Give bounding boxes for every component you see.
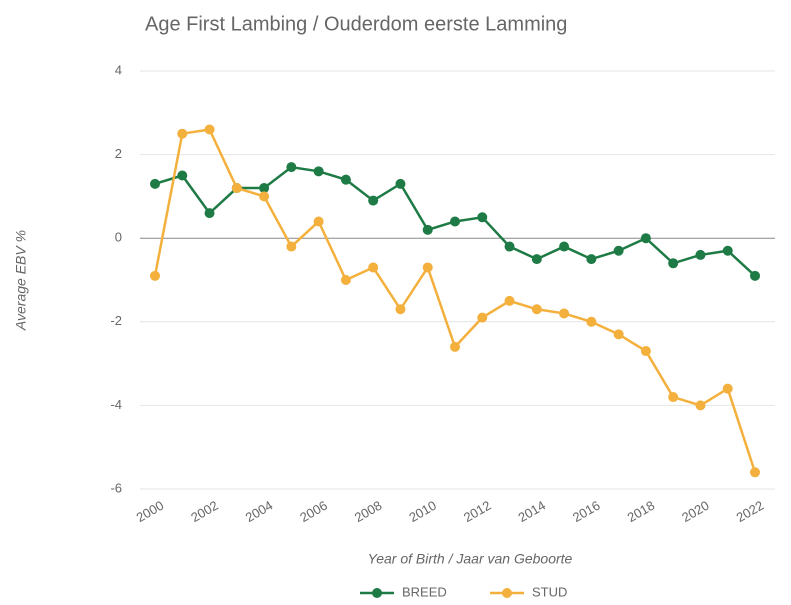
- data-point: [231, 183, 242, 194]
- data-point: [150, 270, 160, 281]
- data-point: [313, 166, 324, 177]
- x-axis-title: Year of Birth / Jaar van Geboorte: [368, 551, 573, 567]
- data-point: [640, 346, 651, 357]
- data-point: [340, 174, 351, 185]
- data-point: [450, 216, 460, 227]
- y-tick-label: -4: [110, 397, 122, 412]
- data-point: [313, 216, 324, 227]
- data-point: [586, 254, 597, 265]
- x-tick-label: 2010: [406, 498, 439, 525]
- data-point: [695, 249, 706, 260]
- y-tick-label: -2: [110, 313, 122, 328]
- y-axis-title: Average EBV %: [13, 230, 29, 331]
- y-tick-label: -6: [110, 480, 122, 495]
- data-point: [668, 258, 679, 269]
- x-tick-label: 2004: [243, 498, 276, 525]
- data-point: [259, 191, 270, 202]
- x-tick-label: 2006: [297, 498, 330, 525]
- data-point: [504, 295, 515, 306]
- data-point: [640, 233, 651, 244]
- chart-title: Age First Lambing / Ouderdom eerste Lamm…: [145, 13, 567, 35]
- data-point: [750, 467, 760, 478]
- x-tick-label: 2008: [352, 498, 385, 525]
- data-point: [422, 262, 433, 273]
- legend-label: STUD: [532, 584, 567, 599]
- data-point: [531, 304, 542, 315]
- data-point: [695, 400, 706, 411]
- data-point: [204, 208, 215, 219]
- data-point: [750, 270, 760, 281]
- legend-label: BREED: [402, 584, 447, 599]
- x-tick-label: 2016: [570, 498, 603, 525]
- data-point: [477, 312, 488, 323]
- data-point: [177, 128, 188, 139]
- data-point: [150, 178, 160, 189]
- y-tick-label: 2: [115, 146, 122, 161]
- x-tick-label: 2000: [134, 498, 167, 525]
- data-point: [477, 212, 488, 223]
- data-point: [450, 341, 460, 352]
- data-point: [204, 124, 215, 135]
- data-point: [368, 195, 379, 206]
- data-point: [395, 178, 406, 189]
- x-tick-label: 2022: [734, 498, 767, 525]
- x-tick-label: 2002: [188, 498, 221, 525]
- data-point: [722, 245, 733, 256]
- data-point: [395, 304, 406, 315]
- legend-dot: [372, 588, 382, 598]
- x-tick-label: 2020: [679, 498, 712, 525]
- data-point: [177, 170, 188, 181]
- data-point: [368, 262, 379, 273]
- x-tick-label: 2012: [461, 498, 494, 525]
- data-point: [559, 241, 570, 252]
- x-tick-label: 2014: [515, 498, 548, 525]
- data-point: [722, 383, 733, 394]
- data-point: [586, 316, 597, 327]
- data-point: [286, 241, 297, 252]
- data-point: [504, 241, 515, 252]
- data-point: [613, 245, 624, 256]
- x-tick-label: 2018: [625, 498, 658, 525]
- data-point: [259, 183, 270, 194]
- data-point: [531, 254, 542, 265]
- series-line: [153, 128, 757, 473]
- data-point: [559, 308, 570, 319]
- data-point: [613, 329, 624, 340]
- data-point: [422, 224, 433, 235]
- y-tick-label: 0: [115, 230, 122, 245]
- data-point: [340, 275, 351, 285]
- y-tick-label: 4: [115, 62, 122, 77]
- data-point: [286, 162, 297, 173]
- data-point: [668, 392, 679, 403]
- legend-dot: [502, 588, 512, 598]
